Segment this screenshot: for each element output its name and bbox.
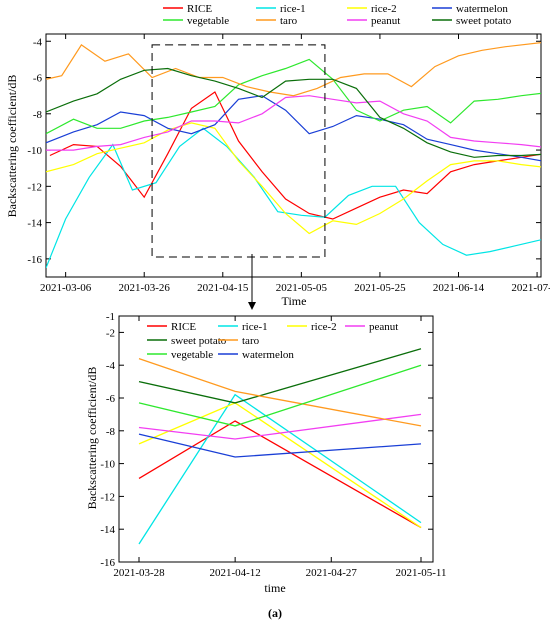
top-y-tick-label: -12 [27,181,42,193]
bottom-legend-label: peanut [369,321,398,333]
top-x-tick-label: 2021-03-26 [119,282,171,294]
figure-caption: (a) [268,606,282,620]
top-x-tick-label: 2021-03-06 [40,282,92,294]
top-legend-label: vegetable [187,15,229,27]
bottom-x-tick-label: 2021-04-27 [306,567,358,579]
top-plot-frame [45,33,542,278]
bottom-y-tick-label: -1 [106,311,115,323]
bottom-y-tick-label: -16 [100,557,115,569]
bottom-series-line-rice-2 [138,402,422,529]
bottom-series-line-rice [138,420,422,529]
top-legend-label: rice-2 [371,3,397,15]
bottom-x-tick-label: 2021-03-28 [113,567,165,579]
top-x-tick-label: 2021-04-15 [197,282,249,294]
top-legend: RICE rice-1 rice-2 watermelon vegetable taro p… [163,3,512,27]
bottom-x-tick-label: 2021-04-12 [209,567,260,579]
bottom-y-tick-label: -8 [106,426,116,438]
top-legend-label: peanut [371,15,400,27]
bottom-legend: RICE rice-1 rice-2 peanut sweet potato taro ve… [147,321,398,361]
top-series-line-rice [49,91,541,220]
bottom-y-tick-label: -4 [106,360,116,372]
top-legend-label: watermelon [456,3,508,15]
top-y-tick-label: -10 [27,145,42,157]
top-series-line-rice-2 [46,122,541,235]
bottom-series-line-watermelon [138,433,422,458]
top-y-tick-label: -14 [27,218,42,230]
bottom-legend-label: rice-1 [242,321,268,333]
bottom-y-tick-label: -14 [100,524,115,536]
bottom-y-tick-label: -2 [106,327,115,339]
top-y-tick-label: -6 [33,73,43,85]
zoom-connector-arrow [248,254,256,310]
bottom-y-axis-label: Backscattering coefficient/dB [85,367,99,510]
top-series-line-vegetable [46,58,541,135]
top-series-line-rice-1 [46,127,541,269]
top-x-axis-label: Time [282,294,307,308]
zoom-box [151,44,326,258]
top-y-tick-label: -8 [33,109,43,121]
bottom-series-line-sweet-potato [138,348,422,404]
bottom-legend-label: RICE [171,321,196,333]
top-y-tick-label: -16 [27,254,42,266]
bottom-plot-frame [118,315,434,563]
bottom-x-axis-label: time [264,581,285,595]
top-series-line-watermelon [46,95,541,162]
top-legend-label: sweet potato [456,15,512,27]
top-series-line-sweet-potato [46,67,541,158]
top-x-tick-label: 2021-06-14 [433,282,485,294]
bottom-legend-label: sweet potato [171,335,227,347]
top-y-axis-label: Backscattering coefficient/dB [5,75,19,218]
bottom-y-tick-label: -10 [100,459,115,471]
bottom-series-line-peanut [138,413,422,440]
top-series-line-peanut [46,95,541,151]
top-series-line-taro [46,42,541,97]
bottom-y-tick-label: -6 [106,393,116,405]
bottom-y-tick-label: -12 [100,491,115,503]
bottom-series-line-rice-1 [138,393,422,545]
top-legend-label: taro [280,15,298,27]
bottom-legend-label: rice-2 [311,321,337,333]
bottom-legend-label: vegetable [171,349,213,361]
bottom-legend-label: watermelon [242,349,294,361]
top-x-tick-label: 2021-05-05 [276,282,328,294]
bottom-x-tick-label: 2021-05-11 [396,567,447,579]
top-chart: -4 -6 -8 -10 -12 -14 -16 2021-03-06 2021-03-26 20… [5,3,550,308]
bottom-series-line-vegetable [138,364,422,427]
top-y-tick-label: -4 [33,36,43,48]
top-x-tick-label: 2021-05-25 [354,282,406,294]
top-x-tick-label: 2021-07-04 [511,282,550,294]
top-legend-label: RICE [187,3,212,15]
bottom-series-line-taro [138,357,422,427]
top-legend-label: rice-1 [280,3,306,15]
bottom-legend-label: taro [242,335,260,347]
top-plot-area: -4 -6 -8 -10 -12 -14 -16 2021-03-06 2021-03-26 20… [27,33,550,294]
